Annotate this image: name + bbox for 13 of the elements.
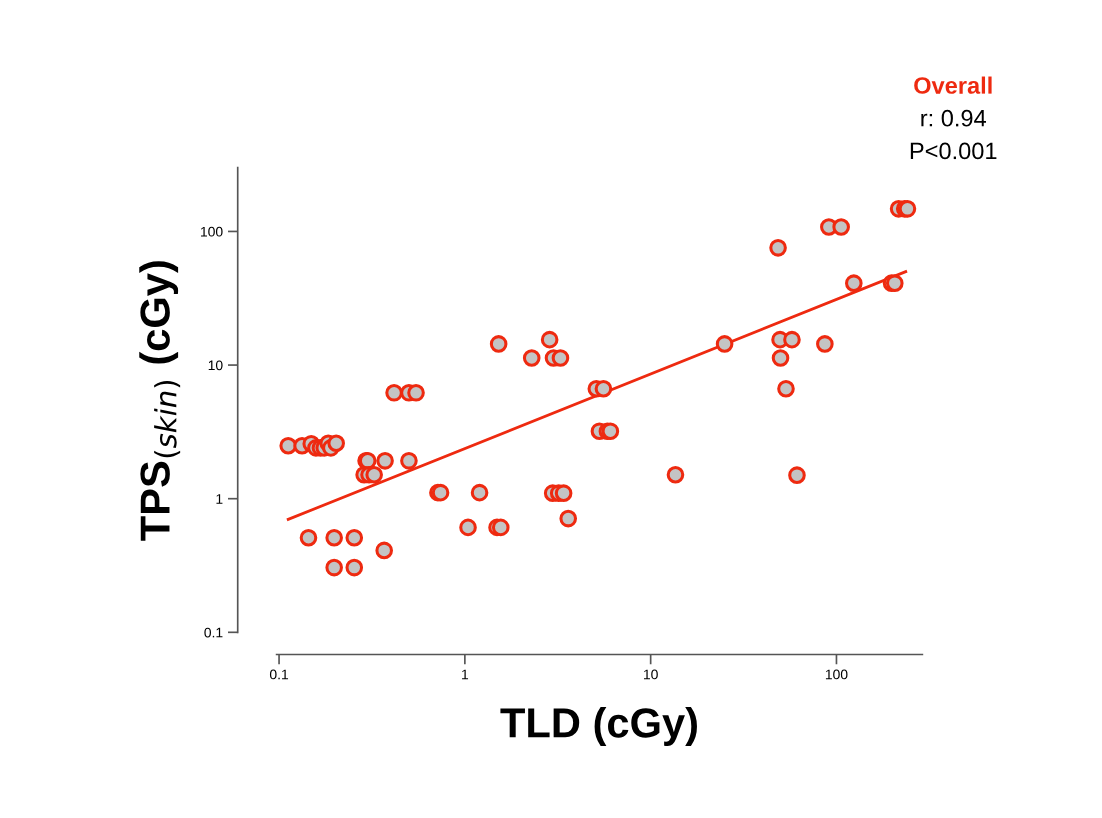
y-axis-title: TPS$_{(skin)}$ (cGy) bbox=[139, 261, 181, 541]
y-tick-label: 1 bbox=[216, 494, 223, 504]
x-tick-label: 100 bbox=[825, 669, 848, 680]
y-tick-label: 100 bbox=[201, 226, 223, 237]
text: r: 0.94 bbox=[921, 109, 987, 127]
y-tick-label: 10 bbox=[208, 360, 223, 371]
x-tick-label: 10 bbox=[644, 669, 658, 680]
x-tick-label: 0.1 bbox=[269, 669, 289, 680]
text: P<0.001 bbox=[910, 142, 997, 160]
x-axis-title: TLD (cGy) bbox=[500, 707, 697, 746]
x-tick-label: 1 bbox=[462, 669, 469, 680]
text: Overall bbox=[914, 76, 992, 94]
y-tick-label: 0.1 bbox=[204, 627, 223, 638]
